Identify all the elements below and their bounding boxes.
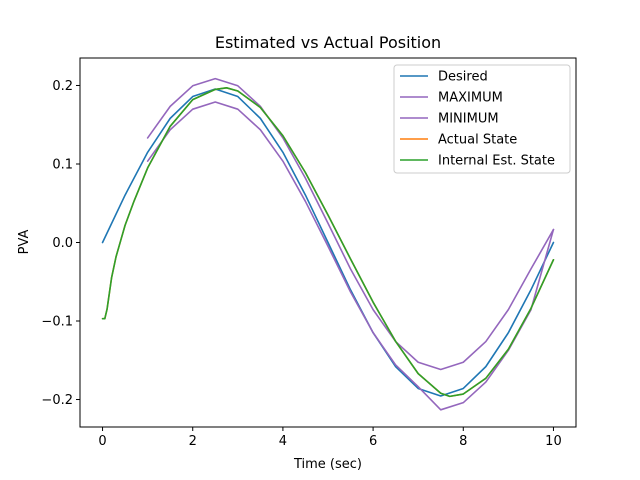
y-tick-label: 0.2 [52,79,73,94]
x-tick-label: 2 [189,434,197,449]
y-axis-label: PVA [17,229,32,254]
series-line-3 [146,101,555,411]
legend-label: Internal Est. State [438,154,555,169]
chart-title: Estimated vs Actual Position [215,33,441,52]
series-line-2 [146,77,555,371]
x-axis-label: Time (sec) [293,457,362,472]
x-tick-label: 8 [459,434,467,449]
series-layer [101,77,555,411]
series-line-1 [101,88,555,397]
x-tick-label: 4 [279,434,287,449]
legend-label: Actual State [438,133,517,148]
x-tick-label: 10 [545,434,562,449]
legend: Desired MAXIMUM MINIMUM Actual State Interna… [393,64,571,174]
y-axis: −0.2 −0.1 0.0 0.1 0.2 [41,79,80,408]
legend-label: MINIMUM [438,112,499,127]
y-tick-label: 0.1 [52,157,73,172]
legend-label: MAXIMUM [438,91,503,106]
x-tick-label: 0 [98,434,106,449]
y-tick-label: −0.2 [41,393,73,408]
legend-box [393,64,571,174]
legend-label: Desired [438,70,488,85]
x-tick-label: 6 [369,434,377,449]
series-line-5 [101,87,555,398]
y-tick-label: 0.0 [52,236,73,251]
x-axis: 0 2 4 6 8 10 [98,427,562,449]
y-tick-label: −0.1 [41,315,73,330]
